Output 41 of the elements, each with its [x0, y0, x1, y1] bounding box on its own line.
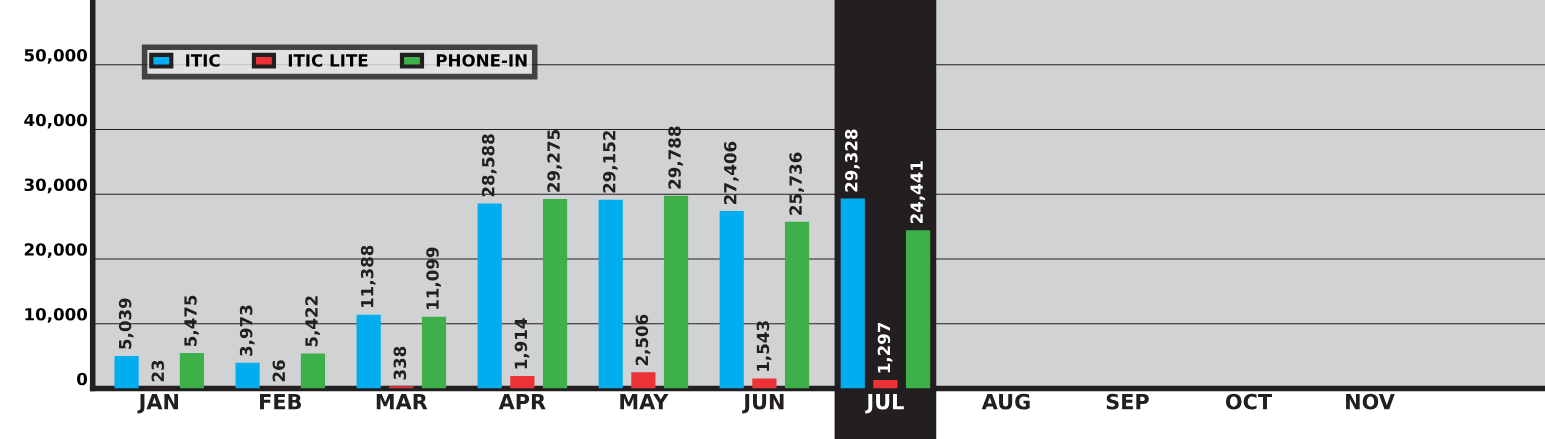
x-tick-label: JUN: [742, 394, 784, 414]
x-tick-label: MAR: [376, 394, 428, 410]
x-tick-label: JAN: [137, 394, 179, 414]
y-tick-label: 40,000: [24, 113, 88, 129]
data-label: 25,736: [789, 152, 805, 215]
data-label: 2,506: [635, 314, 651, 366]
data-label: 11,099: [426, 247, 441, 309]
data-label: 5,039: [118, 298, 134, 349]
legend-label: ITIC: [186, 54, 220, 67]
x-tick-label: FEB: [260, 394, 301, 410]
y-tick-label: 50,000: [24, 48, 88, 64]
data-label: 29,328: [844, 129, 860, 192]
x-tick-label: OCT: [1225, 393, 1272, 410]
data-label: 29,788: [668, 126, 684, 189]
x-tick-label: AUG: [981, 393, 1030, 410]
x-tick-label: APR: [498, 394, 546, 410]
data-label: 26: [272, 360, 286, 382]
legend-label: ITIC LITE: [288, 54, 368, 67]
legend-label: PHONE-IN: [436, 54, 527, 67]
x-tick-label: MAY: [620, 394, 669, 410]
data-label: 29,152: [602, 131, 618, 193]
x-tick-label: JUL: [865, 394, 904, 414]
data-label: 11,388: [360, 245, 376, 308]
y-tick-label: 30,000: [24, 178, 88, 194]
data-label: 5,422: [305, 296, 320, 347]
data-label: 1,914: [514, 318, 530, 369]
data-label: 338: [393, 346, 407, 380]
data-label: 3,973: [239, 305, 255, 356]
data-label: 5,475: [184, 295, 199, 346]
data-label: 27,406: [723, 141, 739, 204]
data-label: 1,543: [756, 321, 772, 371]
y-tick-label: 20,000: [24, 243, 88, 258]
data-label: 1,297: [877, 322, 893, 373]
y-tick-label: 10,000: [25, 307, 88, 323]
x-tick-label: SEP: [1106, 393, 1149, 410]
data-label: 29,275: [547, 129, 562, 192]
y-tick-label: 0: [77, 372, 88, 386]
x-tick-label: NOV: [1346, 393, 1395, 410]
data-label: 24,441: [910, 161, 926, 224]
data-label: 28,588: [481, 134, 497, 197]
data-label: 23: [151, 360, 165, 382]
